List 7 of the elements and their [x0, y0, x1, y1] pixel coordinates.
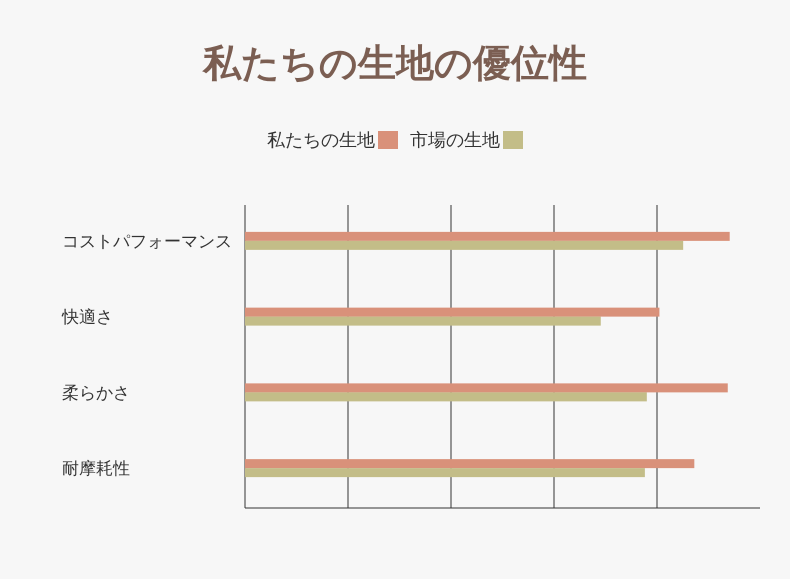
legend-label: 市場の生地: [410, 130, 500, 150]
category: コストパフォーマンス: [62, 232, 232, 251]
title: 私たちの生地の優位性: [203, 43, 587, 85]
legend-label: 私たちの生地: [267, 130, 375, 150]
category: 耐摩耗性: [62, 459, 130, 478]
category: 快適さ: [62, 308, 113, 327]
category: 柔らかさ: [62, 383, 130, 402]
